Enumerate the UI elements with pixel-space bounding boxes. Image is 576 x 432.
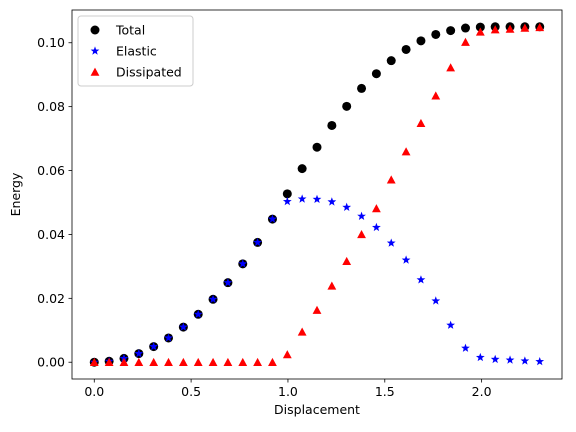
x-tick-label: 1.0 [278,384,298,399]
total-point [416,36,426,46]
dissipated-point [372,204,381,213]
total-point [371,69,381,79]
elastic-point [505,355,515,364]
elastic-point [401,255,411,264]
legend-label-elastic: Elastic [116,44,157,59]
total-point [475,22,485,32]
total-point [282,189,292,199]
x-tick-label: 0.5 [181,384,201,399]
dissipated-point [238,357,248,366]
elastic-point [475,352,485,362]
legend: Total Elastic Dissipated [77,15,194,87]
elastic-point [208,294,218,304]
elastic-point [372,222,381,232]
axis-ticks: 0.0 0.5 1.0 1.5 2.0 0.00 0.02 0.04 0.06 0.08 0.10 [37,35,491,399]
elastic-point [431,296,441,305]
dissipated-point [178,357,188,366]
data-markers [89,22,545,367]
total-point [357,83,367,93]
dissipated-point [193,357,203,366]
dissipated-point [104,357,114,366]
legend-marker-total [90,25,100,35]
dissipated-point [357,230,366,239]
dissipated-point [208,357,218,366]
dissipated-point [312,305,322,314]
y-tick-label: 0.00 [37,355,65,370]
dissipated-point [297,327,307,336]
elastic-point [386,238,396,247]
dissipated-point [134,357,144,366]
legend-label-dissipated: Dissipated [116,65,182,80]
elastic-point [253,237,262,247]
elastic-point [282,196,292,206]
legend-box [77,15,194,87]
elastic-point [178,322,188,331]
dissipated-point [520,23,530,32]
y-tick-label: 0.04 [37,227,65,242]
dissipated-point [490,25,500,34]
dissipated-point [416,118,426,127]
dissipated-point [475,27,485,36]
y-tick-label: 0.08 [37,99,65,114]
dissipated-point [505,24,515,33]
x-axis-label: Displacement [274,402,360,417]
total-point [312,142,322,152]
dissipated-point [164,357,173,366]
dissipated-point [223,357,233,366]
elastic-point [134,349,144,358]
elastic-point [535,356,545,366]
x-tick-label: 2.0 [472,384,492,399]
elastic-point [312,194,322,204]
dissipated-point [386,175,396,184]
dissipated-point [446,63,456,72]
dissipated-point [89,357,99,366]
dissipated-point [268,357,277,366]
total-point [327,120,337,130]
elastic-point [238,259,248,268]
y-axis-label: Energy [8,172,23,216]
total-point [446,26,456,36]
x-tick-label: 1.5 [375,384,395,399]
total-point [460,23,470,33]
plot-frame [71,9,563,380]
dissipated-point [342,256,352,266]
elastic-point [357,211,366,220]
elastic-point [520,356,530,365]
dissipated-point [401,147,411,156]
y-tick-label: 0.10 [37,35,65,50]
elastic-point [297,194,307,203]
dissipated-point [149,357,159,366]
elastic-point [164,333,173,342]
elastic-point [223,278,233,287]
total-point [297,164,307,174]
total-point [401,44,411,54]
series-dissipated [89,23,545,366]
elastic-point [490,354,500,364]
dissipated-point [253,357,262,366]
legend-marker-dissipated [90,67,100,76]
dissipated-point [119,357,129,366]
total-point [431,29,441,39]
elastic-point [461,343,470,352]
elastic-point [149,341,159,351]
dissipated-point [327,281,337,290]
elastic-point [446,320,456,329]
y-tick-label: 0.02 [37,291,65,306]
elastic-point [342,202,352,211]
total-point [342,101,352,111]
dissipated-point [431,91,441,100]
x-tick-label: 0.0 [84,384,104,399]
elastic-point [268,214,277,223]
total-point [386,56,396,66]
legend-marker-elastic [90,46,100,55]
dissipated-point [535,23,545,32]
legend-label-total: Total [115,23,145,38]
dissipated-point [282,350,292,359]
y-tick-label: 0.06 [37,163,65,178]
dissipated-point [461,37,470,46]
elastic-point [416,275,426,284]
elastic-point [193,309,203,319]
elastic-point [327,197,337,206]
